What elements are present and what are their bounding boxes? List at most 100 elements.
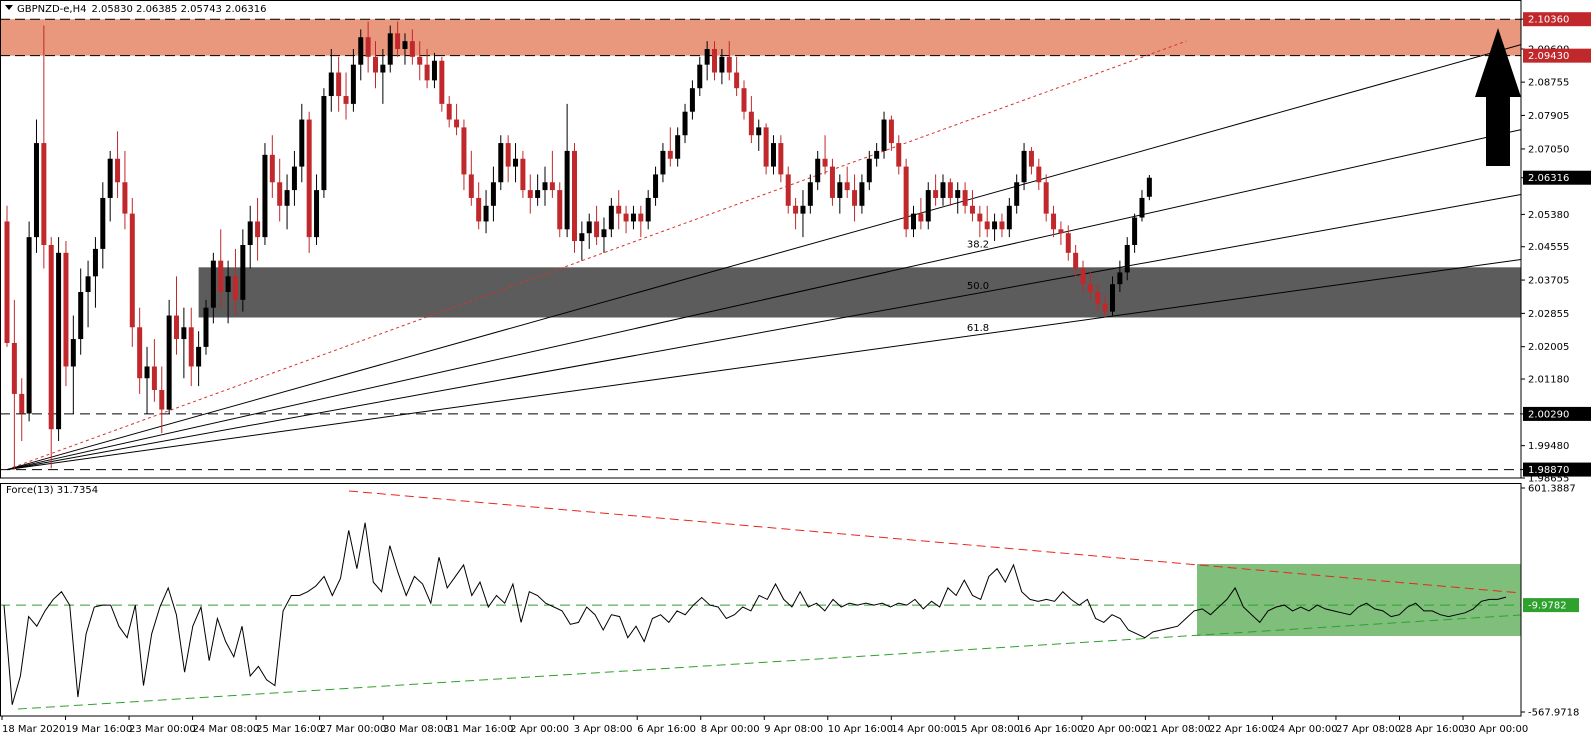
candle-body [992, 221, 998, 230]
candle [549, 150, 555, 198]
time-tick-label: 10 Apr 16:00 [828, 724, 893, 735]
candle [925, 182, 931, 230]
candle-body [454, 119, 460, 128]
candle-body [468, 174, 474, 198]
fan-label-38.2: 38.2 [967, 240, 989, 251]
candle-body [446, 103, 452, 120]
candle [365, 21, 371, 73]
candle-body [26, 237, 32, 414]
candle [395, 21, 401, 57]
candle-body [653, 174, 659, 198]
resistance-zone [0, 19, 1521, 56]
candle [56, 237, 62, 441]
price-tick-label: 2.03705 [1528, 276, 1569, 287]
candle-body [535, 190, 541, 198]
candle [542, 166, 548, 206]
time-tick-label: 31 Mar 16:00 [447, 724, 514, 735]
candle [225, 260, 231, 324]
price-tag-bg [1523, 406, 1591, 421]
candle [527, 174, 533, 214]
candle [770, 135, 776, 175]
candle [513, 143, 519, 183]
candle [409, 29, 415, 65]
candle-body [505, 143, 511, 167]
price-tick-label: 2.01180 [1528, 375, 1569, 386]
candle [933, 174, 939, 206]
candle [490, 166, 496, 222]
candle [837, 174, 843, 214]
candle-body [336, 72, 342, 97]
candle [1014, 174, 1020, 214]
candle [100, 182, 106, 269]
fan-ray-2 [6, 258, 1522, 471]
header-symbol: GBPNZD-e,H4 [17, 4, 87, 15]
candle [675, 127, 681, 167]
candle [505, 135, 511, 183]
candle [984, 205, 990, 238]
candle-body [586, 221, 592, 234]
candle-body [601, 229, 607, 238]
candle [586, 213, 592, 249]
candle-body [328, 72, 334, 97]
candle-body [793, 205, 799, 214]
candle-body [11, 342, 17, 394]
candle-body [144, 366, 150, 379]
candle-body [896, 143, 902, 167]
time-tick-label: 27 Apr 08:00 [1336, 724, 1401, 735]
candle-body [1058, 229, 1064, 234]
candle-body [866, 158, 872, 183]
candle-body [247, 221, 253, 245]
candle [1043, 174, 1049, 222]
candle-body [741, 88, 747, 112]
candle [402, 33, 408, 65]
candle [520, 150, 526, 198]
force-tag-label: -9.9782 [1528, 601, 1567, 612]
candle [645, 190, 651, 230]
candle-body [712, 48, 718, 73]
candle [667, 127, 673, 167]
time-tick-label: 14 Apr 00:00 [891, 724, 956, 735]
fan-ray-top [6, 44, 1522, 471]
candle [328, 48, 334, 112]
candle [756, 119, 762, 151]
candle-body [638, 213, 644, 222]
candle [844, 166, 850, 198]
candle [763, 123, 769, 175]
candle [896, 135, 902, 175]
candle [1021, 143, 1027, 191]
candle-body [166, 315, 172, 410]
candle-body [527, 190, 533, 198]
candle [468, 150, 474, 206]
force-tag: -9.9782 [1523, 598, 1579, 613]
candle-body [822, 158, 828, 167]
candle [962, 182, 968, 214]
price-tag: 2.09430 [1523, 48, 1591, 63]
candle-body [800, 205, 806, 214]
candle [630, 205, 636, 230]
candle-body [785, 174, 791, 206]
candle-body [137, 327, 143, 379]
price-tag-label: 2.06316 [1528, 173, 1569, 184]
candle [373, 41, 378, 89]
candle [461, 119, 467, 191]
candle-body [1021, 150, 1027, 183]
time-tick-label: 8 Apr 00:00 [701, 724, 760, 735]
candle-body [78, 292, 84, 340]
candle [601, 217, 607, 253]
candle-body [262, 154, 268, 238]
candle [689, 80, 695, 120]
candle-body [969, 205, 975, 214]
candle [446, 96, 452, 128]
candle-body [232, 276, 238, 300]
candle-body [210, 260, 216, 308]
candle [107, 150, 113, 222]
candle-body [1124, 244, 1130, 273]
candle [343, 72, 349, 120]
candle-body [844, 182, 850, 191]
candle [940, 174, 946, 206]
candle-body [115, 158, 121, 183]
candle-body [490, 182, 496, 206]
candle [881, 111, 887, 159]
